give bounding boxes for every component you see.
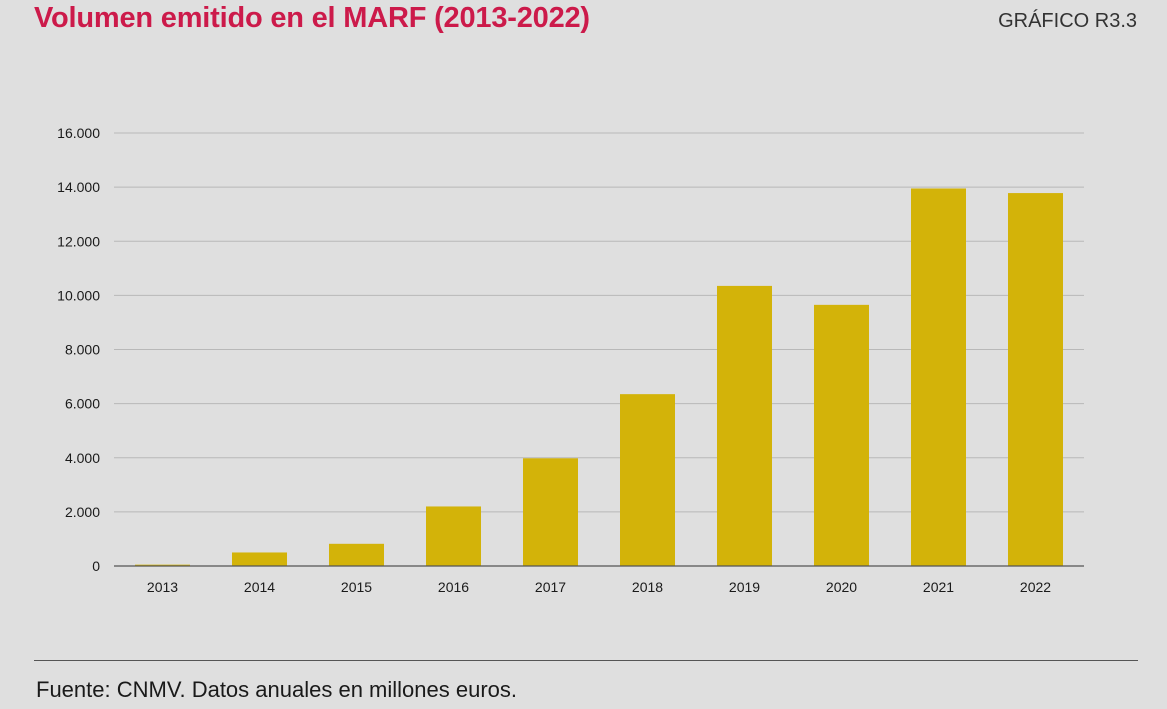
x-tick-label: 2017: [535, 579, 566, 595]
y-tick-label: 10.000: [57, 287, 100, 303]
y-tick-label: 0: [92, 558, 100, 574]
y-tick-label: 8.000: [65, 342, 100, 358]
figure-label: GRÁFICO R3.3: [998, 10, 1137, 32]
x-tick-label: 2021: [923, 579, 954, 595]
bar: [911, 188, 966, 566]
x-tick-label: 2013: [147, 579, 178, 595]
bar: [1008, 193, 1063, 567]
x-tick-label: 2015: [341, 579, 372, 595]
tick-labels: 0 2.000 4.000 6.000 8.000 10.000 12.000 14.000 1…: [57, 125, 1051, 595]
bar: [329, 543, 384, 566]
source-note: Fuente: CNMV. Datos anuales en millones …: [36, 677, 517, 702]
x-tick-label: 2022: [1020, 579, 1051, 595]
x-tick-label: 2019: [729, 579, 760, 595]
x-tick-label: 2018: [632, 579, 663, 595]
x-tick-label: 2014: [244, 579, 275, 595]
bar: [814, 304, 869, 566]
bar: [620, 394, 675, 566]
y-tick-label: 16.000: [57, 125, 100, 141]
y-tick-label: 14.000: [57, 179, 100, 195]
bars: [135, 188, 1063, 567]
bar-chart: 0 2.000 4.000 6.000 8.000 10.000 12.000 14.000 1…: [57, 125, 1084, 595]
bar: [135, 564, 190, 566]
chart-title: Volumen emitido en el MARF (2013-2022): [34, 2, 590, 34]
y-tick-label: 4.000: [65, 450, 100, 466]
bar: [232, 552, 287, 566]
x-tick-label: 2016: [438, 579, 469, 595]
footer-divider: [34, 660, 1138, 661]
y-tick-label: 2.000: [65, 504, 100, 520]
y-tick-label: 6.000: [65, 396, 100, 412]
y-tick-label: 12.000: [57, 233, 100, 249]
bar: [523, 458, 578, 566]
bar: [717, 285, 772, 566]
bar: [426, 506, 481, 566]
x-tick-label: 2020: [826, 579, 857, 595]
